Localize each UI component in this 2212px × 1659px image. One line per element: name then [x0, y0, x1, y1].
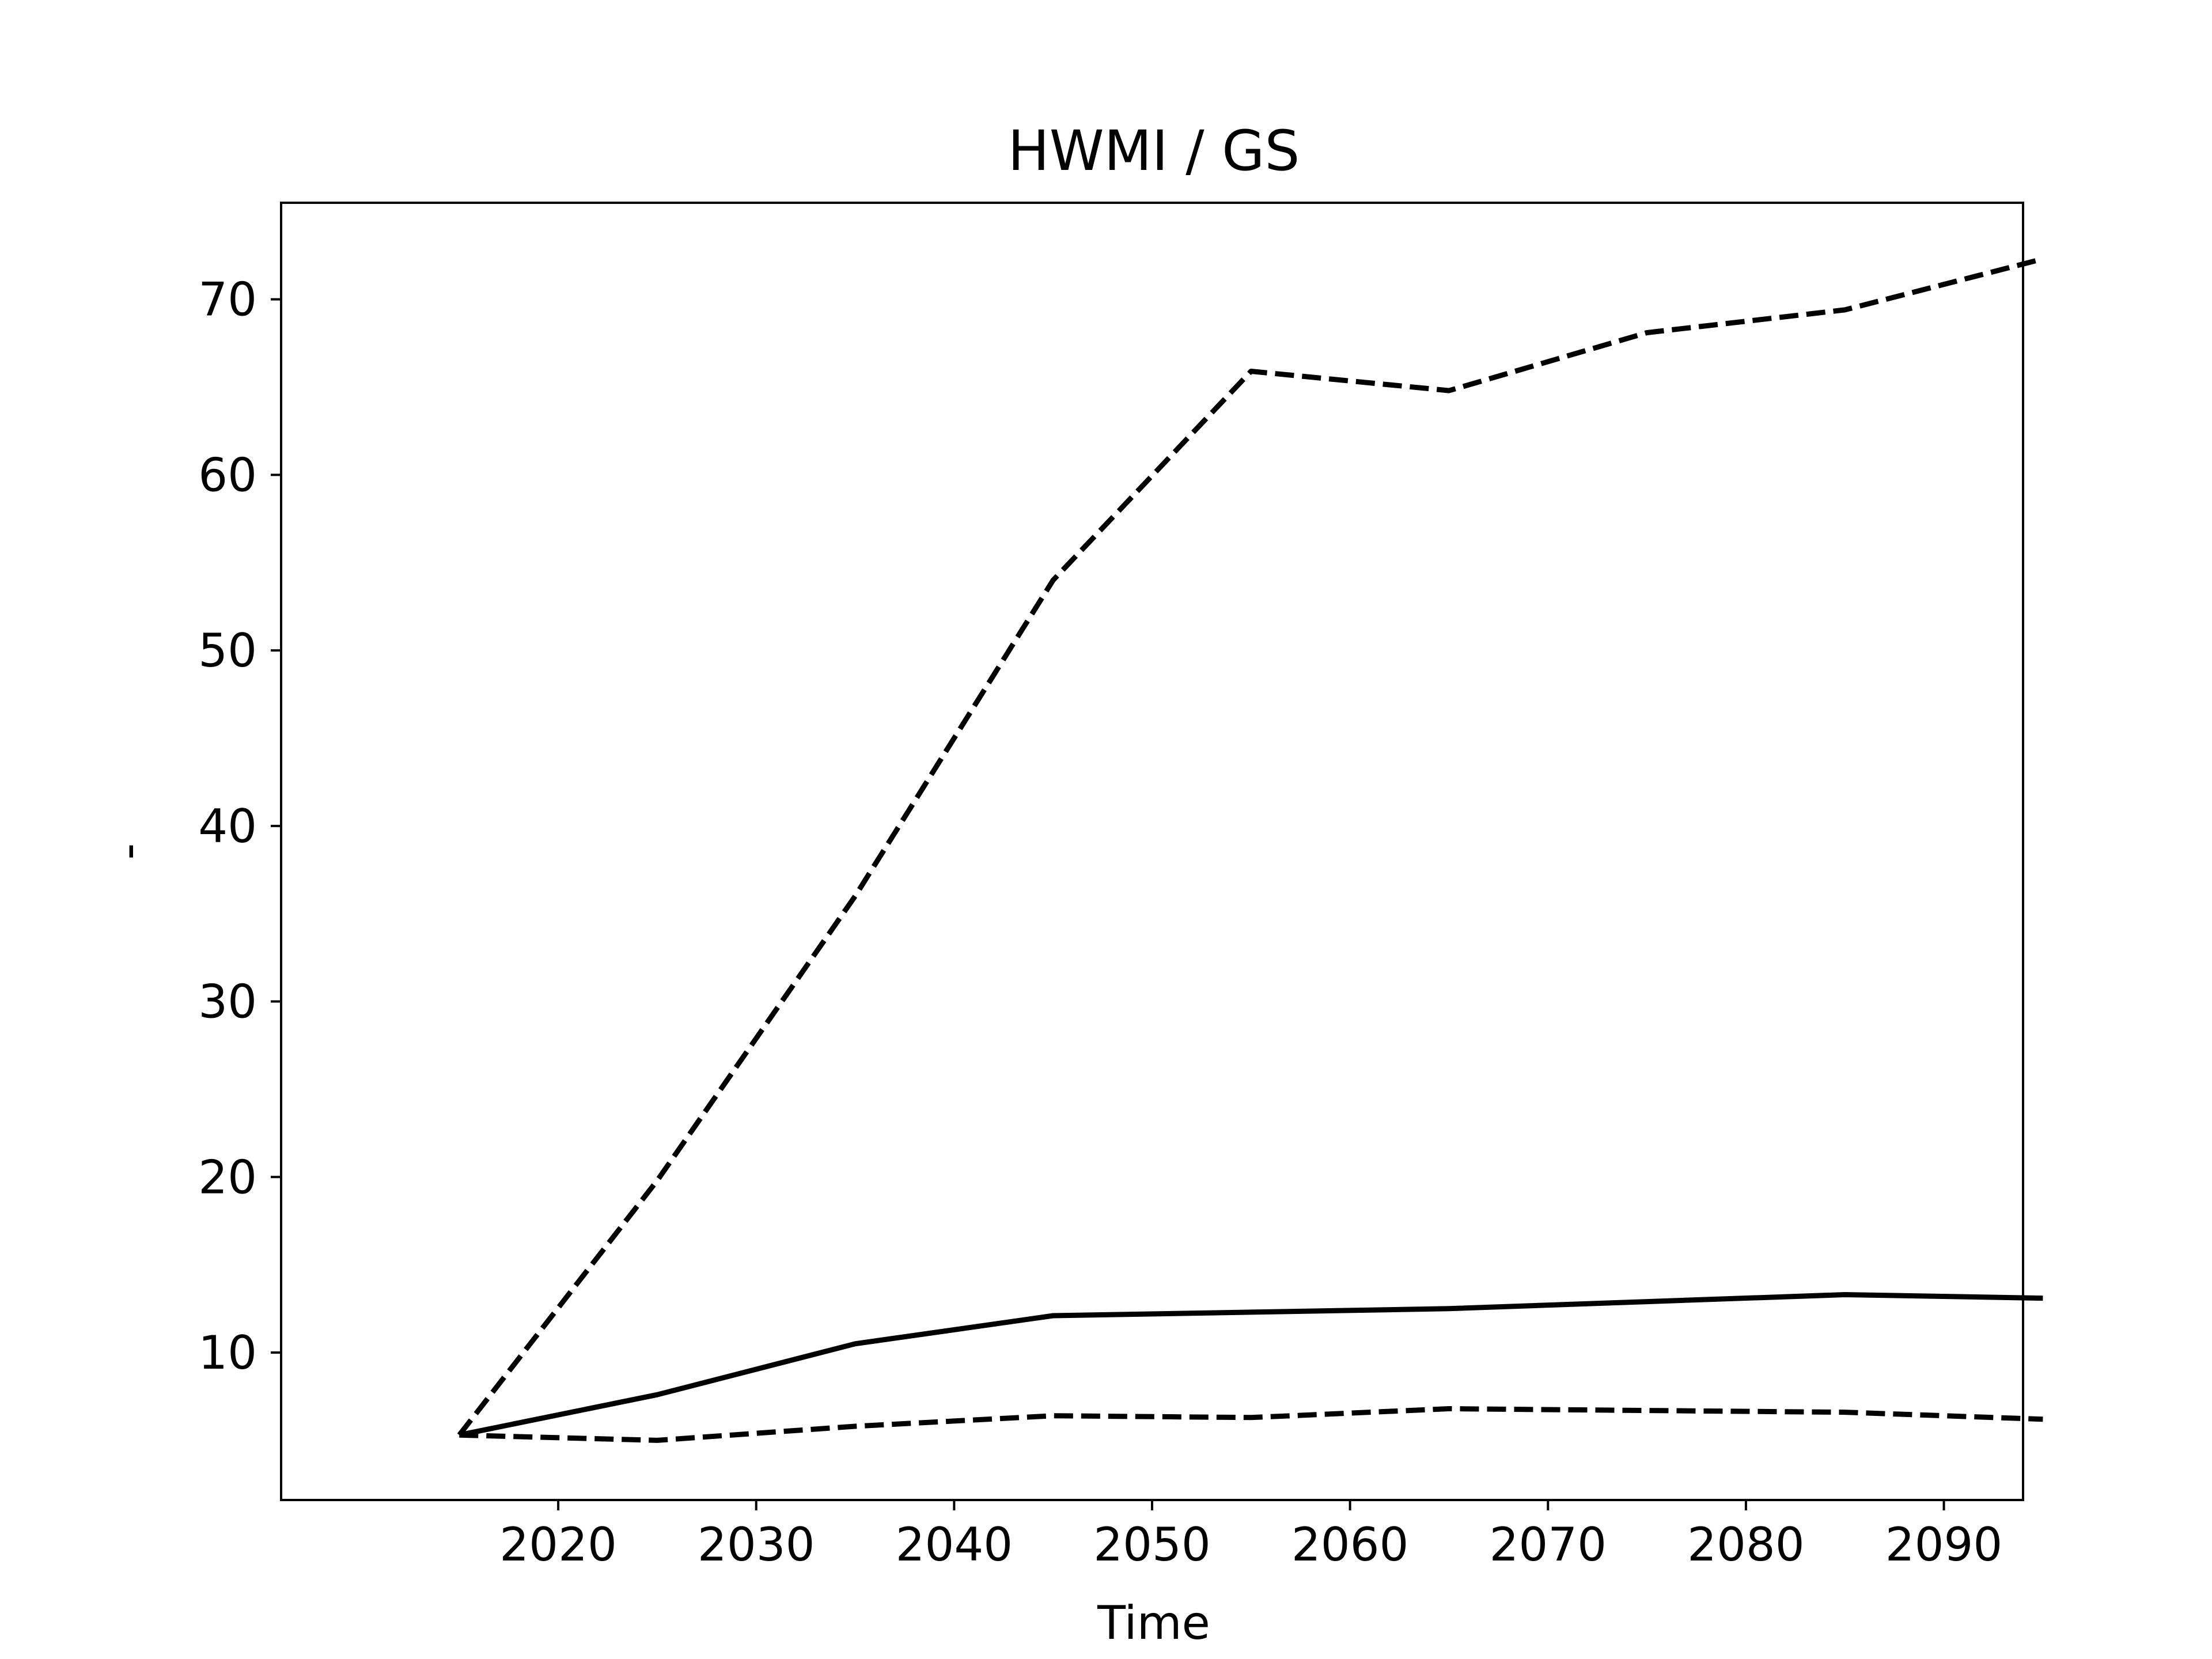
series-line-1: [457, 256, 2044, 1437]
x-tick-label: 2050: [1093, 1518, 1211, 1571]
x-tick-label: 2090: [1885, 1518, 2003, 1571]
series-line-2: [459, 1292, 2043, 1438]
chart-title: HWMI / GS: [1008, 119, 1300, 183]
y-tick-label: 20: [198, 1150, 257, 1204]
y-tick-label: 70: [198, 273, 257, 327]
y-tick-label: 50: [198, 624, 257, 677]
y-tick-label: 30: [198, 975, 257, 1029]
x-tick-label: 2080: [1687, 1518, 1805, 1571]
y-axis-label: -: [101, 843, 155, 860]
x-tick-label: 2070: [1489, 1518, 1607, 1571]
series-line-3: [459, 1406, 2043, 1443]
y-tick-label: 60: [198, 448, 257, 502]
x-tick-label: 2040: [896, 1518, 1013, 1571]
y-tick-label: 10: [198, 1326, 257, 1380]
x-axis-label: Time: [1097, 1596, 1210, 1650]
x-tick-label: 2030: [698, 1518, 815, 1571]
x-tick-label: 2020: [499, 1518, 617, 1571]
x-tick-label: 2060: [1291, 1518, 1409, 1571]
plot-area: 2020 2030 2040 2050 2060 2070 2080 209010203040…: [198, 202, 2044, 1571]
y-tick-label: 40: [198, 800, 257, 853]
